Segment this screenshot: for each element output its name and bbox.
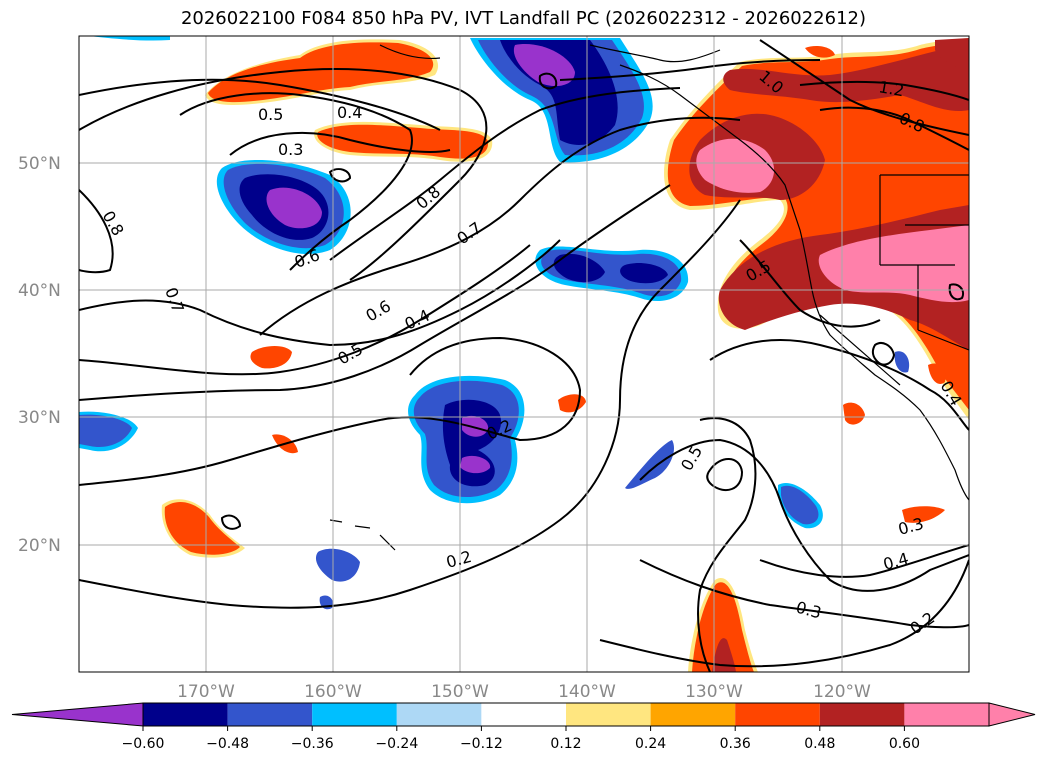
lat-label-30n: 30°N <box>18 408 61 428</box>
colorbar-cell <box>481 703 566 726</box>
lat-label-50n: 50°N <box>18 154 61 174</box>
lon-label-130w: 130°W <box>685 682 743 702</box>
lat-label-20n: 20°N <box>18 536 61 556</box>
colorbar-cell <box>904 703 989 726</box>
colorbar-cells <box>11 702 1036 727</box>
colorbar-tick-label: −0.48 <box>206 736 249 752</box>
latitude-labels: 50°N 40°N 30°N 20°N <box>18 154 61 556</box>
colorbar-tick-label: 0.12 <box>550 736 581 752</box>
colorbar-cell <box>735 703 820 726</box>
lon-label-120w: 120°W <box>813 682 871 702</box>
lon-label-160w: 160°W <box>304 682 362 702</box>
longitude-labels: 170°W 160°W 150°W 140°W 130°W 120°W <box>177 682 871 702</box>
colorbar-tick-labels: −0.60 −0.48 −0.36 −0.24 −0.12 0.12 0.24 0.36 0.4… <box>122 726 920 752</box>
contour-label: 0.4 <box>337 103 362 122</box>
colorbar-tick-label: −0.36 <box>291 736 334 752</box>
positive-pv-regions <box>161 38 969 672</box>
colorbar-cell <box>143 703 228 726</box>
contour-label: 0.3 <box>278 140 303 159</box>
colorbar-tick-label: −0.60 <box>122 736 165 752</box>
colorbar-tick-label: −0.24 <box>375 736 418 752</box>
coastlines <box>329 44 969 551</box>
colorbar-tick-label: 0.36 <box>720 736 751 752</box>
colorbar-cell <box>312 703 397 726</box>
colorbar-cell <box>396 703 482 726</box>
colorbar-cell <box>650 703 736 726</box>
colorbar-cell <box>819 703 905 726</box>
lat-label-40n: 40°N <box>18 281 61 301</box>
colorbar-tick-label: 0.48 <box>804 736 835 752</box>
gridlines <box>79 36 969 672</box>
contour-label: 0.5 <box>258 105 283 124</box>
lon-label-140w: 140°W <box>558 682 616 702</box>
contour-label: 1.2 <box>877 77 905 100</box>
lon-label-150w: 150°W <box>431 682 489 702</box>
colorbar-tick-label: −0.12 <box>460 736 503 752</box>
colorbar: −0.60 −0.48 −0.36 −0.24 −0.12 0.12 0.24 0.36 0.4… <box>11 702 1036 752</box>
map-title: 2026022100 F084 850 hPa PV, IVT Landfall… <box>180 8 867 29</box>
negative-pv-regions <box>79 36 910 610</box>
colorbar-cell <box>566 703 651 726</box>
pv-contours <box>79 39 969 672</box>
lon-label-170w: 170°W <box>177 682 235 702</box>
colorbar-cell <box>227 703 313 726</box>
colorbar-tick-label: 0.24 <box>635 736 666 752</box>
map-frame <box>78 35 970 673</box>
colorbar-extend-high <box>988 702 1036 727</box>
colorbar-tick-label: 0.60 <box>889 736 920 752</box>
colorbar-extend-low <box>11 702 144 727</box>
